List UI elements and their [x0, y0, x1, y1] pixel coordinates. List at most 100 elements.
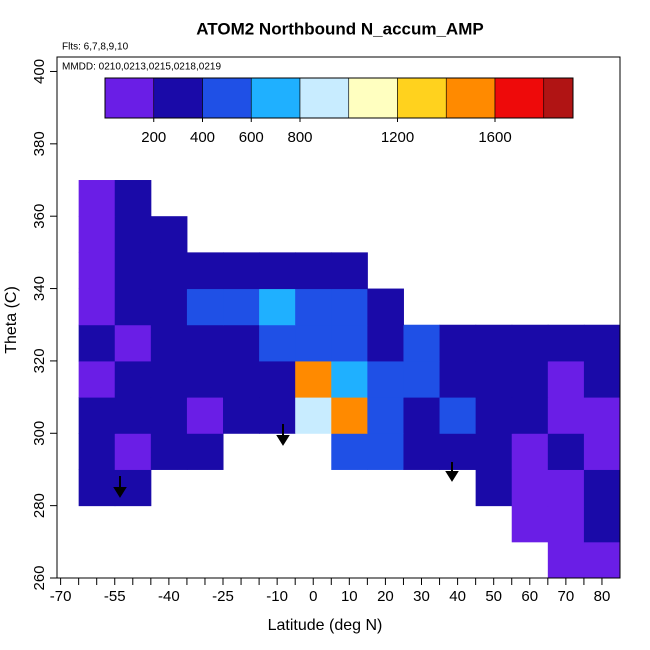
colorbar-tick-label: 1600	[478, 129, 511, 146]
heatmap-cell	[511, 324, 549, 362]
colorbar-tick-label: 400	[190, 129, 215, 146]
colorbar-tick-label: 200	[141, 129, 166, 146]
heatmap-cell	[367, 360, 404, 398]
heatmap-cell	[114, 469, 152, 507]
heatmap-cell	[223, 324, 260, 362]
heatmap-cell	[583, 469, 621, 507]
heatmap-cell	[223, 288, 260, 326]
heatmap-cell	[78, 397, 116, 434]
x-tick-label: -70	[50, 588, 72, 605]
colorbar-segment	[153, 77, 203, 119]
heatmap-cell	[150, 288, 188, 326]
x-tick-label: 70	[558, 588, 575, 605]
heatmap	[78, 180, 621, 579]
heatmap-cell	[547, 397, 585, 434]
heatmap-cell	[78, 433, 116, 470]
y-axis-label: Theta (C)	[3, 286, 20, 354]
colorbar-segment	[202, 77, 252, 119]
heatmap-cell	[114, 180, 152, 217]
heatmap-cell	[295, 397, 332, 434]
heatmap-cell	[114, 216, 152, 253]
heatmap-cell	[186, 360, 224, 398]
heatmap-cell	[150, 360, 188, 398]
heatmap-cell	[295, 360, 332, 398]
heatmap-cell	[367, 397, 404, 434]
x-tick-label: 30	[413, 588, 430, 605]
heatmap-cell	[511, 469, 549, 507]
heatmap-cell	[367, 324, 404, 362]
heatmap-cell	[331, 324, 368, 362]
y-tick-label: 300	[31, 421, 48, 446]
heatmap-cell	[186, 324, 224, 362]
heatmap-cell	[295, 252, 332, 290]
heatmap-cell	[439, 324, 477, 362]
heatmap-cell	[114, 288, 152, 326]
heatmap-cell	[439, 397, 477, 434]
heatmap-cell	[295, 288, 332, 326]
heatmap-cell	[114, 252, 152, 290]
heatmap-cell	[78, 216, 116, 253]
heatmap-cell	[367, 433, 404, 470]
heatmap-cell	[259, 252, 296, 290]
heatmap-cell	[78, 324, 116, 362]
heatmap-cell	[583, 433, 621, 470]
x-tick-label: -55	[104, 588, 126, 605]
colorbar-segment	[104, 77, 155, 119]
x-tick-label: -25	[212, 588, 234, 605]
heatmap-cell	[259, 288, 296, 326]
heatmap-cell	[259, 397, 296, 434]
heatmap-cell	[186, 288, 224, 326]
heatmap-cell	[150, 216, 188, 253]
heatmap-cell	[367, 288, 404, 326]
colorbar-tick-label: 800	[287, 129, 312, 146]
heatmap-cell	[439, 433, 477, 470]
heatmap-cell	[78, 252, 116, 290]
heatmap-cell	[547, 505, 585, 543]
x-tick-label: 80	[594, 588, 611, 605]
heatmap-cell	[114, 397, 152, 434]
heatmap-cell	[223, 397, 260, 434]
heatmap-cell	[78, 288, 116, 326]
colorbar-tick-label: 1200	[381, 129, 414, 146]
heatmap-cell	[403, 324, 441, 362]
annotation: Flts: 6,7,8,9,10	[62, 42, 129, 53]
heatmap-cell	[150, 433, 188, 470]
heatmap-cell	[150, 324, 188, 362]
heatmap-cell	[475, 433, 513, 470]
colorbar-segment	[348, 77, 398, 119]
chart-title: ATOM2 Northbound N_accum_AMP	[196, 19, 483, 38]
colorbar-segment	[397, 77, 447, 119]
heatmap-cell	[475, 397, 513, 434]
y-tick-label: 280	[31, 493, 48, 518]
heatmap-cell	[403, 397, 441, 434]
x-tick-label: 40	[449, 588, 466, 605]
heatmap-cell	[583, 360, 621, 398]
heatmap-cell	[511, 433, 549, 470]
heatmap-cell	[259, 324, 296, 362]
x-tick-label: 50	[485, 588, 502, 605]
colorbar-tick-label: 600	[239, 129, 264, 146]
x-tick-label: -10	[266, 588, 288, 605]
heatmap-cell	[331, 360, 368, 398]
heatmap-cell	[186, 252, 224, 290]
heatmap-cell	[403, 360, 441, 398]
annotation: MMDD: 0210,0213,0215,0218,0219	[62, 62, 221, 73]
heatmap-cell	[475, 469, 513, 507]
heatmap-cell	[223, 360, 260, 398]
colorbar-frame	[104, 77, 574, 119]
heatmap-cell	[583, 397, 621, 434]
heatmap-cell	[439, 360, 477, 398]
heatmap-cell	[223, 252, 260, 290]
heatmap-cell	[114, 360, 152, 398]
heatmap-cell	[78, 180, 116, 217]
colorbar-segment	[299, 77, 350, 119]
x-tick-label: 20	[377, 588, 394, 605]
x-tick-label: 60	[521, 588, 538, 605]
heatmap-cell	[114, 433, 152, 470]
heatmap-cell	[78, 360, 116, 398]
heatmap-cell	[583, 505, 621, 543]
heatmap-cell	[186, 433, 224, 470]
heatmap-cell	[403, 433, 441, 470]
x-tick-label: 10	[341, 588, 358, 605]
